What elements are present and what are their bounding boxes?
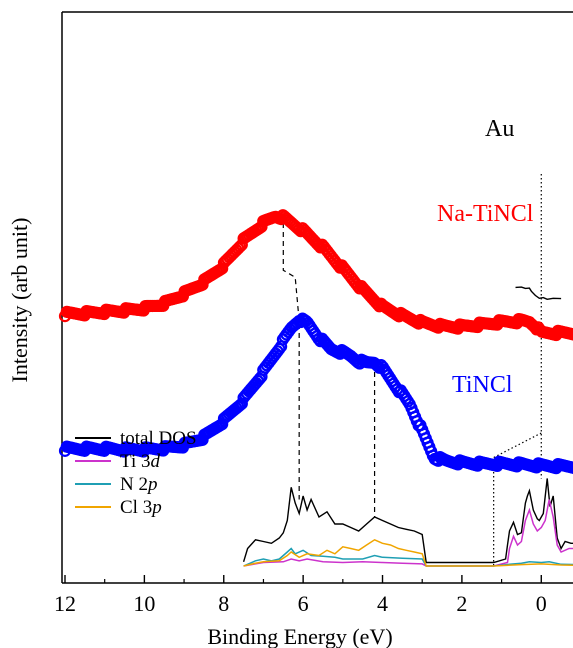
marker-series — [58, 209, 573, 475]
dos-shift-line — [493, 432, 542, 566]
legend-label-total: total DOS — [120, 428, 197, 449]
x-tick-label-10: 10 — [133, 591, 155, 616]
legend-label-ti3d: Ti 3d — [120, 451, 160, 472]
x-tick-label-2: 2 — [456, 591, 467, 616]
point-ti — [569, 462, 573, 474]
series-na — [58, 209, 573, 342]
line-n2p — [243, 547, 573, 567]
line-series — [242, 286, 573, 567]
x-axis-title: Binding Energy (eV) — [207, 624, 392, 648]
point-ti — [369, 358, 382, 371]
guide-lines — [282, 174, 542, 566]
series-label-au: Au — [485, 116, 514, 142]
line-total — [242, 478, 573, 564]
series-ti — [58, 312, 573, 475]
y-axis-title: Intensity (arb unit) — [7, 218, 32, 383]
point-na — [569, 329, 573, 341]
line-au — [515, 286, 562, 301]
x-tick-label-0: 0 — [536, 591, 547, 616]
peak-track-line-1 — [282, 223, 300, 500]
line-cl3p — [243, 538, 573, 567]
x-axis-ticks: 12 10 8 6 4 2 0 — [54, 575, 547, 616]
point-na — [232, 242, 245, 255]
plot-frame — [61, 11, 573, 584]
point-ti — [567, 461, 573, 474]
x-tick-label-6: 6 — [298, 591, 309, 616]
x-tick-label-12: 12 — [54, 591, 76, 616]
legend-label-cl3p: Cl 3p — [120, 497, 162, 518]
line-ti3d — [243, 499, 573, 567]
x-tick-label-8: 8 — [218, 591, 229, 616]
point-na — [567, 328, 573, 341]
series-label-tincl: TiNCl — [452, 372, 513, 398]
x-tick-label-4: 4 — [377, 591, 388, 616]
legend-label-n2p: N 2p — [120, 474, 157, 495]
series-label-na-tincl: Na-TiNCl — [437, 201, 534, 227]
